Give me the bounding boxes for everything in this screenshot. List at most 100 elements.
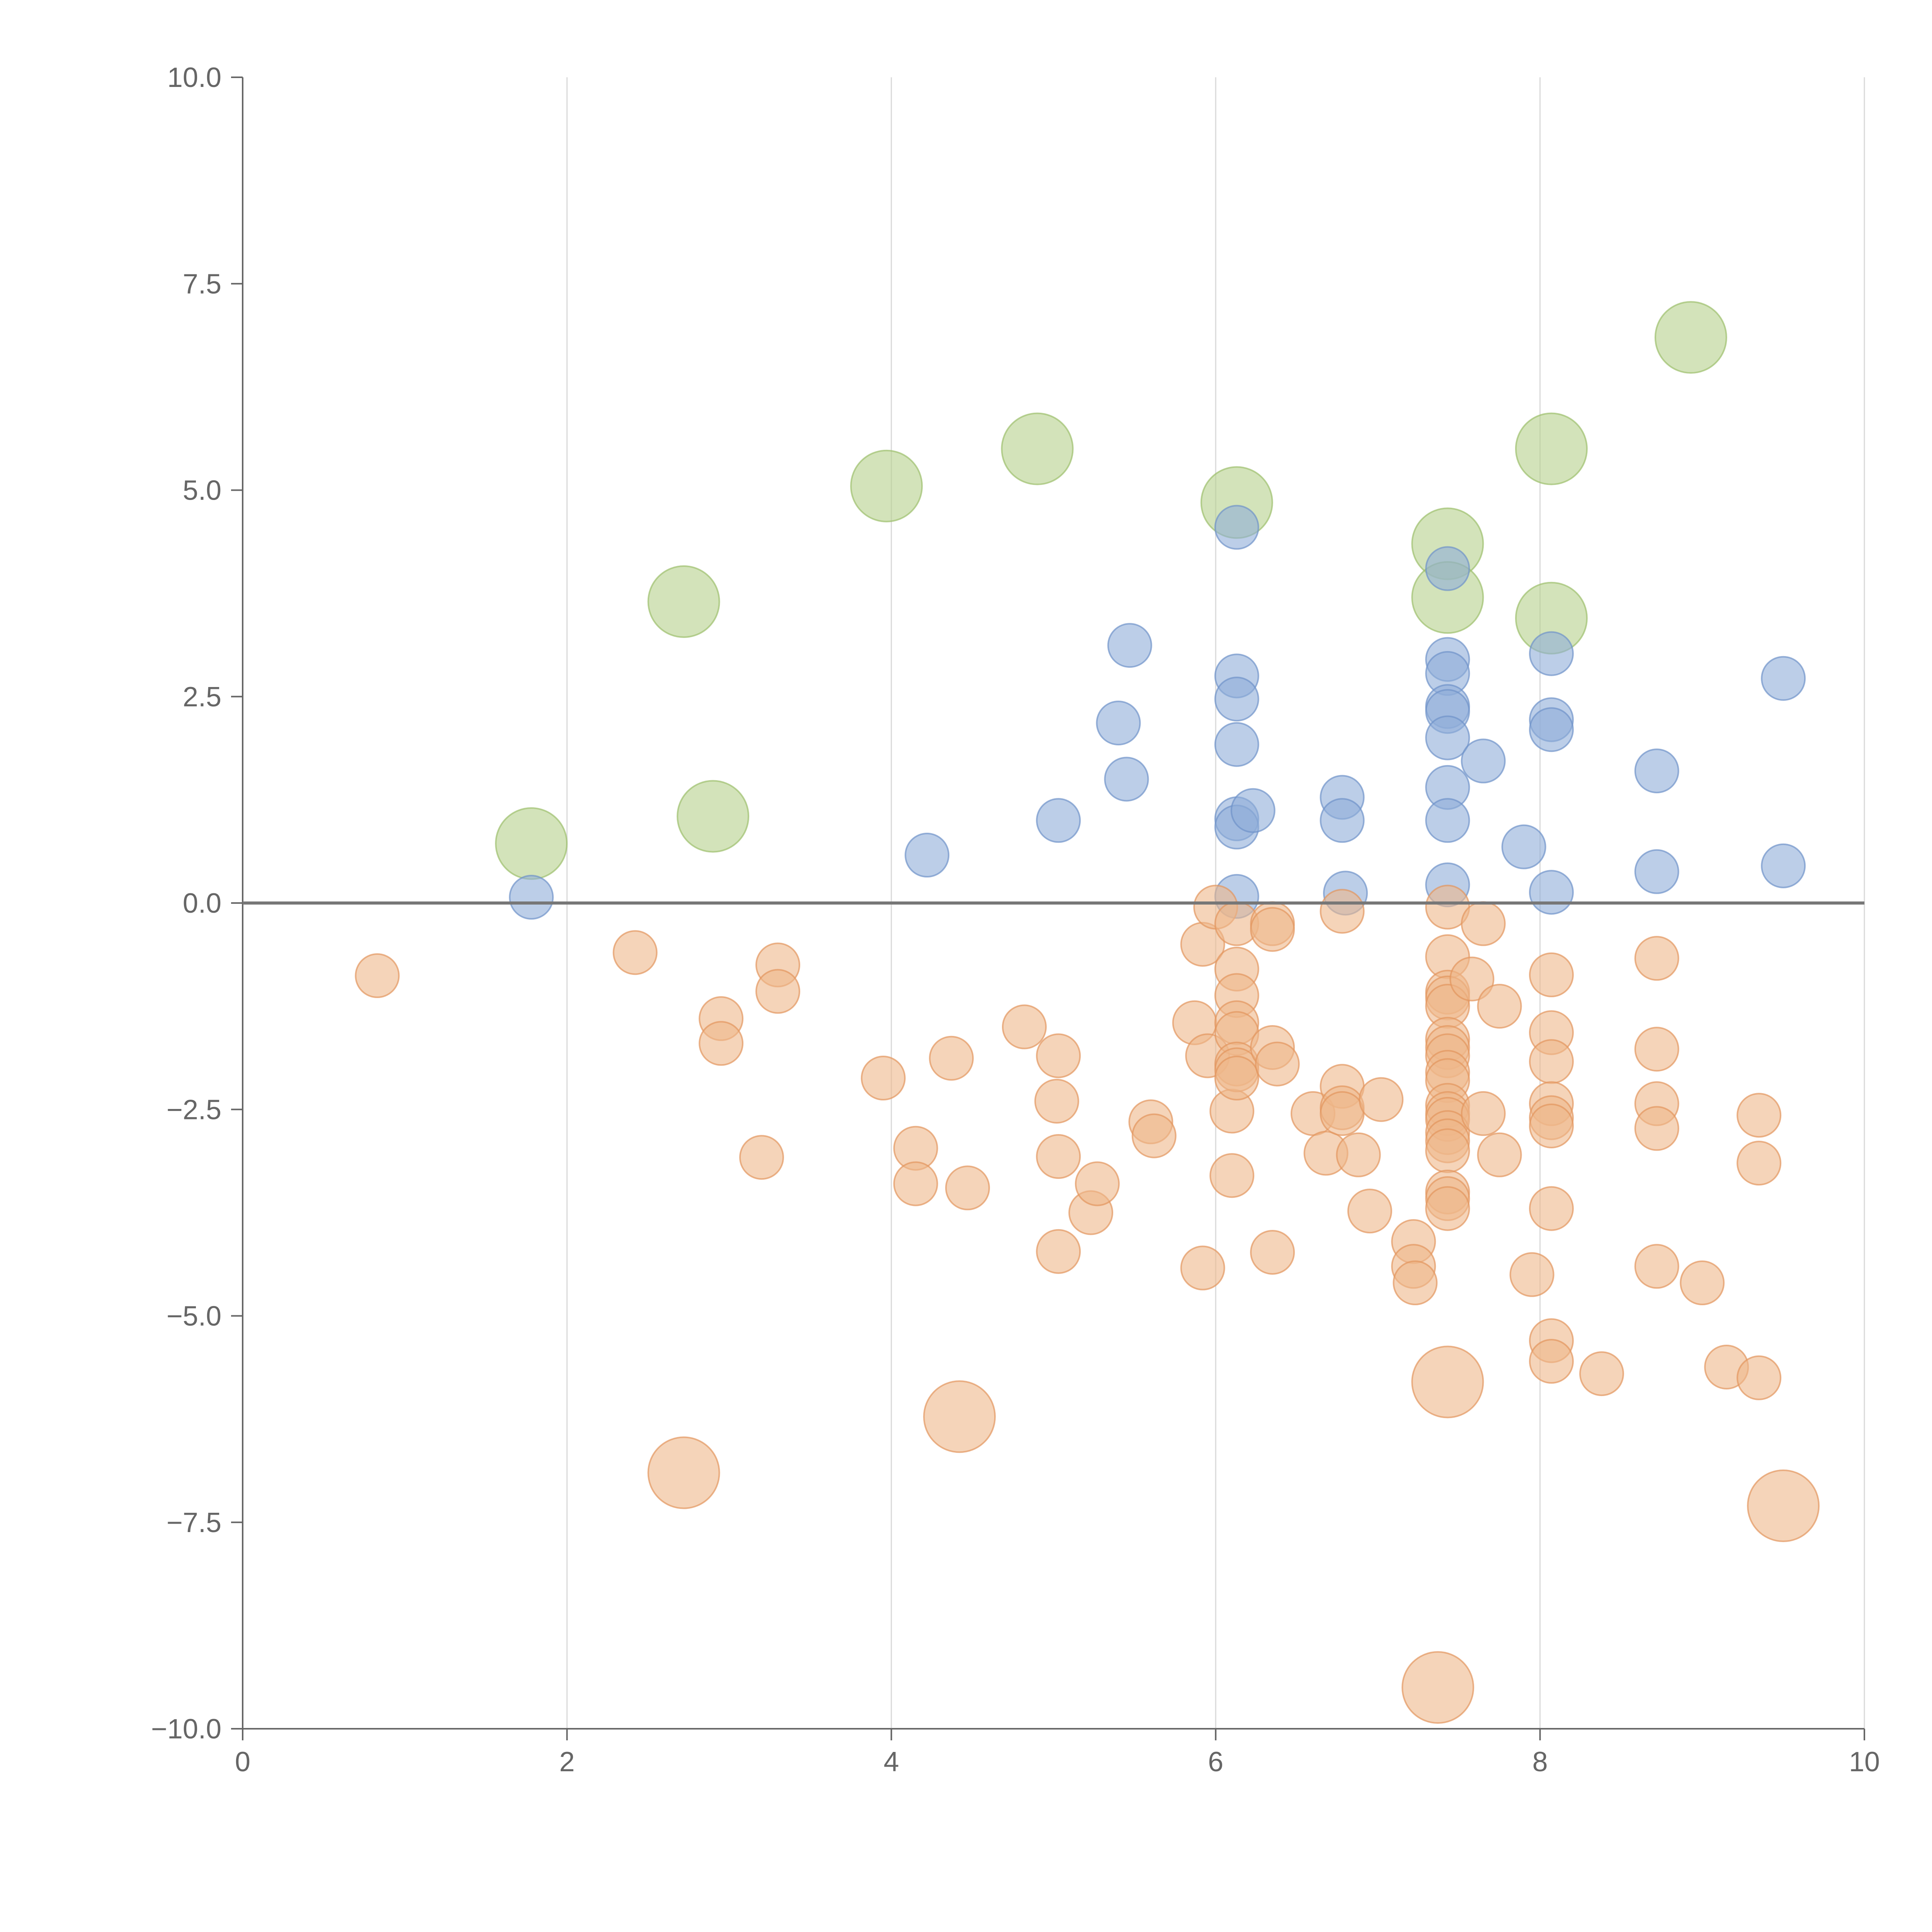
point-green-0 xyxy=(495,807,568,880)
point-orange-74 xyxy=(1461,1091,1506,1136)
point-orange-95 xyxy=(1736,1093,1782,1138)
series-orange-large xyxy=(647,1345,1820,1724)
axes xyxy=(242,77,1864,1730)
point-orange-large-3 xyxy=(1411,1345,1484,1418)
point-blue-0 xyxy=(509,875,554,920)
point-orange-80 xyxy=(1529,1039,1574,1084)
point-green-3 xyxy=(850,449,923,522)
point-orange-13 xyxy=(1034,1078,1079,1124)
point-green-8 xyxy=(1515,412,1588,485)
point-orange-48 xyxy=(1347,1189,1392,1234)
point-blue-27 xyxy=(1501,824,1546,869)
point-orange-83 xyxy=(1529,1103,1574,1148)
point-orange-76 xyxy=(1477,1132,1522,1177)
point-blue-4 xyxy=(1104,757,1149,802)
y-ticks: −10.0 −7.5 −5.0 −2.5 0.0 2.5 5.0 7.5 10.0 xyxy=(151,62,243,1745)
point-orange-86 xyxy=(1529,1339,1574,1384)
point-orange-14 xyxy=(1036,1033,1081,1078)
y-tick-label-8: 10.0 xyxy=(167,62,221,93)
point-blue-6 xyxy=(1214,505,1259,550)
point-blue-30 xyxy=(1529,707,1574,752)
x-ticks: 0 2 4 6 8 10 xyxy=(235,1729,1880,1777)
y-tick-label-1: −7.5 xyxy=(167,1507,221,1538)
point-orange-23 xyxy=(1180,1245,1225,1291)
series-orange xyxy=(355,884,1782,1400)
point-orange-49 xyxy=(1359,1077,1404,1122)
point-blue-9 xyxy=(1214,722,1259,767)
point-orange-71 xyxy=(1425,1186,1470,1231)
y-tick-label-5: 2.5 xyxy=(183,682,221,713)
point-green-10 xyxy=(1654,301,1727,374)
point-orange-7 xyxy=(861,1056,906,1101)
point-orange-77 xyxy=(1509,1252,1554,1297)
point-orange-4 xyxy=(739,1135,784,1180)
point-orange-52 xyxy=(1393,1260,1438,1306)
point-orange-35 xyxy=(1214,1056,1259,1101)
y-tick-label-7: 7.5 xyxy=(183,269,221,299)
point-orange-75 xyxy=(1477,984,1522,1029)
y-tick-label-6: 5.0 xyxy=(183,475,221,506)
point-green-1 xyxy=(647,565,720,638)
x-tick-label-2: 4 xyxy=(884,1747,899,1777)
point-orange-93 xyxy=(1680,1260,1725,1306)
point-orange-39 xyxy=(1250,1230,1295,1275)
point-orange-11 xyxy=(945,1165,990,1211)
x-tick-label-1: 2 xyxy=(559,1747,575,1777)
point-orange-96 xyxy=(1736,1141,1782,1186)
x-tick-label-5: 10 xyxy=(1849,1747,1880,1777)
point-orange-40 xyxy=(1255,1041,1300,1087)
point-blue-3 xyxy=(1096,701,1141,746)
point-orange-3 xyxy=(699,1021,744,1066)
point-blue-13 xyxy=(1230,788,1276,833)
point-orange-20 xyxy=(1131,1113,1177,1158)
y-tick-label-4: 0.0 xyxy=(183,888,221,919)
point-orange-large-2 xyxy=(1401,1651,1475,1724)
point-orange-6 xyxy=(755,969,801,1014)
point-orange-large-1 xyxy=(923,1380,996,1453)
point-blue-26 xyxy=(1461,738,1506,784)
point-orange-43 xyxy=(1320,889,1365,934)
point-orange-88 xyxy=(1634,936,1679,981)
x-tick-label-4: 8 xyxy=(1532,1747,1548,1777)
point-orange-97 xyxy=(1736,1355,1782,1400)
point-blue-5 xyxy=(1107,623,1152,668)
y-tick-label-3: −2.5 xyxy=(167,1094,221,1125)
point-blue-15 xyxy=(1320,798,1365,843)
point-blue-1 xyxy=(905,833,950,878)
point-orange-47 xyxy=(1336,1132,1381,1177)
point-orange-68 xyxy=(1425,1128,1470,1173)
point-orange-87 xyxy=(1579,1351,1624,1396)
point-blue-17 xyxy=(1425,546,1470,591)
series-blue xyxy=(509,505,1806,920)
point-blue-32 xyxy=(1634,748,1679,794)
point-blue-33 xyxy=(1634,849,1679,894)
point-orange-large-4 xyxy=(1747,1469,1820,1543)
point-orange-27 xyxy=(1209,1153,1255,1198)
x-tick-label-0: 0 xyxy=(235,1747,250,1777)
y-tick-label-0: −10.0 xyxy=(151,1714,221,1745)
data-points xyxy=(355,301,1820,1724)
point-orange-15 xyxy=(1036,1134,1081,1179)
point-orange-9 xyxy=(893,1161,938,1206)
point-blue-35 xyxy=(1761,843,1806,888)
point-blue-31 xyxy=(1529,870,1574,915)
point-orange-89 xyxy=(1634,1027,1679,1072)
point-orange-1 xyxy=(612,930,658,975)
point-orange-46 xyxy=(1320,1091,1365,1136)
point-orange-0 xyxy=(355,953,400,998)
point-blue-28 xyxy=(1529,631,1574,676)
y-tick-label-2: −5.0 xyxy=(167,1301,221,1332)
point-orange-18 xyxy=(1075,1161,1120,1206)
point-orange-92 xyxy=(1634,1244,1679,1289)
point-green-4 xyxy=(1001,412,1074,485)
point-orange-12 xyxy=(1002,1004,1047,1049)
x-tick-label-3: 6 xyxy=(1208,1747,1223,1777)
point-orange-73 xyxy=(1461,901,1506,946)
point-blue-8 xyxy=(1214,677,1259,722)
point-orange-84 xyxy=(1529,1186,1574,1231)
point-blue-2 xyxy=(1036,798,1081,843)
point-green-2 xyxy=(677,780,750,853)
point-orange-91 xyxy=(1634,1106,1679,1151)
